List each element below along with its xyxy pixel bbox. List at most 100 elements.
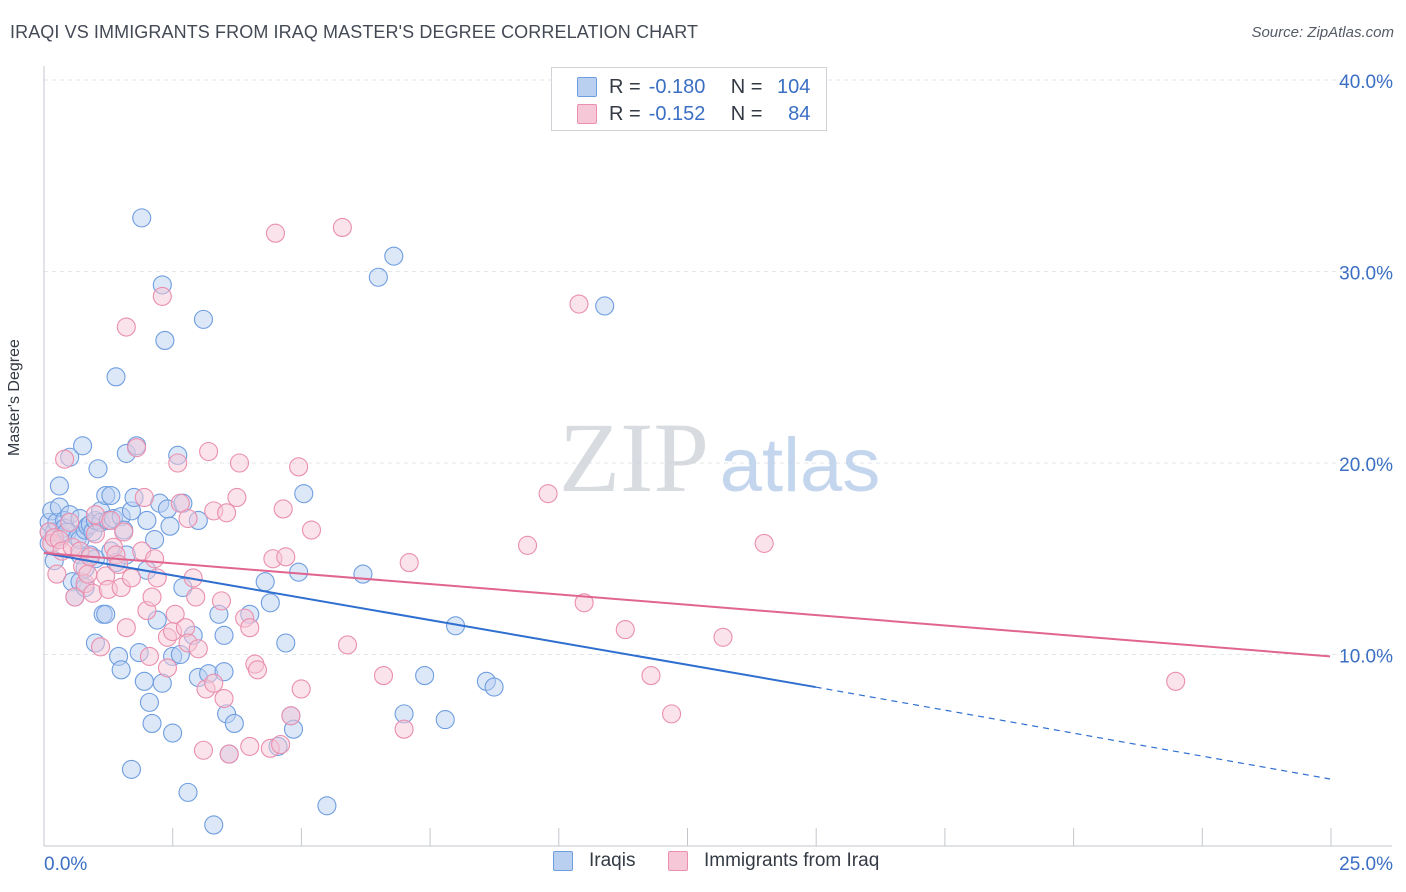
data-point xyxy=(240,618,260,638)
data-point xyxy=(101,486,121,506)
data-point xyxy=(384,246,404,266)
data-point xyxy=(204,673,224,693)
data-point xyxy=(114,522,134,542)
axes xyxy=(43,66,1392,847)
data-point xyxy=(538,484,558,504)
stats-legend-row-immigrants: R = -0.152 N = 84 xyxy=(552,99,810,129)
data-point xyxy=(399,553,419,573)
data-point xyxy=(193,309,214,329)
data-point xyxy=(227,487,247,508)
data-point xyxy=(615,620,635,640)
legend-label: Immigrants from Iraq xyxy=(704,850,880,871)
tick-labels: 10.0% 20.0% 30.0% 40.0% 0.0% 25.0% xyxy=(44,72,1393,875)
pink-swatch-icon xyxy=(577,104,597,124)
data-point xyxy=(754,533,774,553)
legend-item-immigrants: Immigrants from Iraq xyxy=(668,850,879,872)
legend-item-iraqis: Iraqis xyxy=(553,850,635,872)
data-point xyxy=(229,453,250,473)
data-point xyxy=(214,625,234,645)
data-point xyxy=(91,637,111,657)
y-tick-label: 20.0% xyxy=(1339,455,1393,476)
data-point xyxy=(142,587,162,607)
data-point xyxy=(713,627,733,647)
data-point xyxy=(88,459,108,479)
data-point xyxy=(127,438,147,458)
data-point xyxy=(78,564,98,584)
data-point xyxy=(65,587,85,607)
data-point xyxy=(139,646,160,666)
data-point xyxy=(152,286,172,306)
n-value: 84 xyxy=(788,102,811,125)
data-point xyxy=(595,296,615,316)
data-point xyxy=(155,330,175,350)
data-point xyxy=(204,815,224,835)
data-point xyxy=(484,677,504,697)
x-tick-label: 0.0% xyxy=(44,854,87,875)
data-point xyxy=(301,520,322,540)
y-tick-label: 30.0% xyxy=(1339,264,1393,285)
legend-label: Iraqis xyxy=(589,850,636,871)
data-point xyxy=(353,564,373,584)
r-label: R = xyxy=(609,75,641,98)
data-point xyxy=(134,671,154,691)
n-label: N = xyxy=(730,102,763,125)
data-point xyxy=(106,367,126,387)
watermark-atlas: atlas xyxy=(720,423,881,508)
data-point xyxy=(139,692,160,712)
data-point xyxy=(170,493,190,513)
data-point xyxy=(73,436,93,456)
data-point xyxy=(168,453,188,473)
stats-legend-row-iraqis: R = -0.180 N = 104 xyxy=(552,72,810,102)
data-point xyxy=(178,782,198,802)
data-point xyxy=(163,723,183,743)
data-point xyxy=(317,796,337,816)
data-point xyxy=(240,736,260,756)
data-point xyxy=(271,734,291,755)
data-point xyxy=(157,658,178,678)
gridlines xyxy=(44,79,1392,655)
data-point xyxy=(121,759,141,779)
data-point xyxy=(145,549,165,569)
data-point xyxy=(291,679,311,699)
data-point xyxy=(49,476,69,496)
series-iraqis-points xyxy=(39,208,615,835)
watermark-zip: ZIP xyxy=(559,402,709,513)
pink-swatch-icon xyxy=(668,851,688,871)
data-point xyxy=(260,593,280,613)
y-tick-label: 40.0% xyxy=(1339,72,1393,93)
y-tick-label: 10.0% xyxy=(1339,647,1393,668)
data-point xyxy=(211,591,232,611)
data-point xyxy=(160,516,180,536)
data-point xyxy=(273,499,293,519)
source-credit: Source: ZipAtlas.com xyxy=(1251,24,1394,41)
trend-line-pink xyxy=(43,552,1331,658)
data-point xyxy=(193,740,214,760)
data-point xyxy=(435,710,455,730)
r-value: -0.180 xyxy=(648,75,706,98)
data-point xyxy=(132,208,152,228)
data-point xyxy=(60,512,80,532)
data-point xyxy=(281,706,301,726)
data-point xyxy=(394,719,414,739)
data-point xyxy=(178,508,198,529)
data-point xyxy=(85,524,105,544)
data-point xyxy=(217,503,237,523)
r-value: -0.152 xyxy=(648,102,706,125)
data-point xyxy=(101,510,121,531)
data-point xyxy=(276,633,296,653)
data-point xyxy=(265,223,286,243)
data-point xyxy=(337,635,358,655)
data-point xyxy=(415,666,435,686)
data-point xyxy=(289,457,309,477)
data-point xyxy=(111,660,131,680)
data-point xyxy=(662,704,682,724)
data-point xyxy=(569,294,589,314)
data-point xyxy=(373,666,394,686)
trend-line-blue xyxy=(43,552,816,689)
series-immigrants-points xyxy=(39,217,1186,764)
n-value: 104 xyxy=(777,75,811,98)
data-point xyxy=(255,572,275,592)
data-point xyxy=(574,593,594,613)
chart-title: IRAQI VS IMMIGRANTS FROM IRAQ MASTER'S D… xyxy=(10,22,699,42)
